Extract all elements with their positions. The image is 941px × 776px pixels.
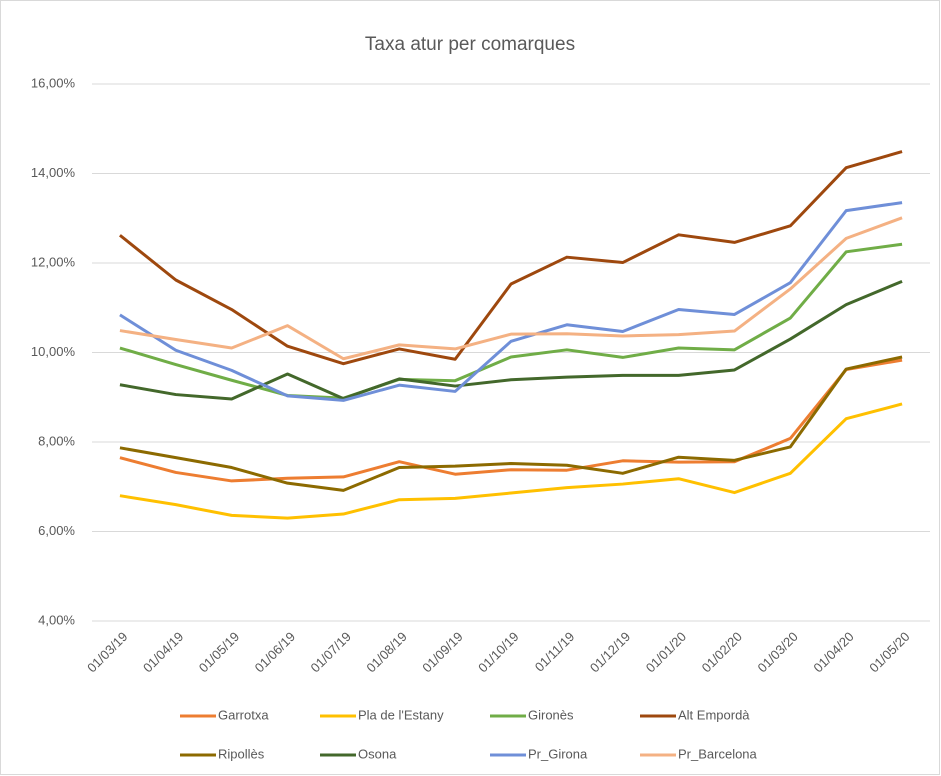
series-line	[119, 242, 903, 400]
legend-label: Ripollès	[218, 746, 265, 761]
legend-label: Osona	[358, 746, 397, 761]
series-line	[119, 279, 903, 401]
legend-label: Pla de l'Estany	[358, 707, 444, 722]
series-line	[119, 216, 903, 361]
y-tick-label: 16,00%	[31, 75, 76, 90]
series-line	[118, 150, 903, 366]
series-line	[119, 402, 903, 520]
y-tick-label: 8,00%	[38, 433, 75, 448]
y-tick-label: 4,00%	[38, 612, 75, 627]
legend-label: Garrotxa	[218, 707, 269, 722]
y-tick-label: 14,00%	[31, 165, 76, 180]
legend-label: Alt Empordà	[678, 707, 750, 722]
y-tick-label: 6,00%	[38, 523, 75, 538]
legend-label: Pr_Girona	[528, 746, 588, 761]
legend-label: Pr_Barcelona	[678, 746, 758, 761]
chart-title: Taxa atur per comarques	[365, 34, 575, 55]
y-tick-label: 10,00%	[31, 344, 76, 359]
legend-label: Gironès	[528, 707, 574, 722]
series-line	[119, 201, 903, 402]
series-line	[119, 358, 903, 483]
series-line	[119, 355, 903, 492]
y-tick-label: 12,00%	[31, 254, 76, 269]
